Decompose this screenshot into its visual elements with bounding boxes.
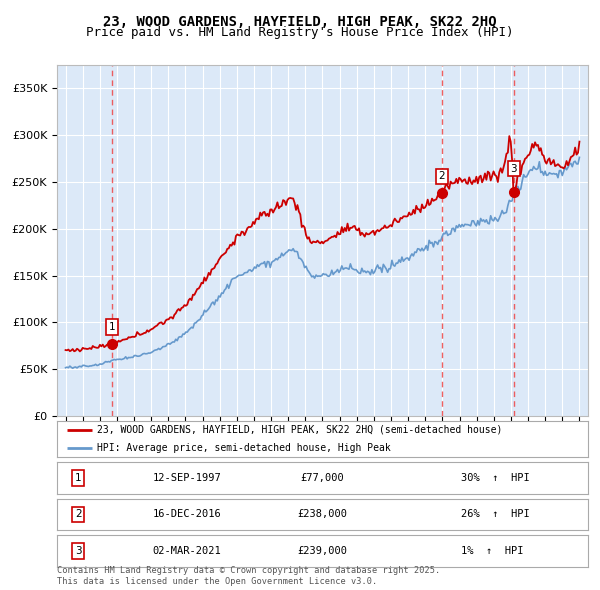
Text: 2: 2 — [439, 171, 445, 181]
Text: 3: 3 — [511, 164, 517, 174]
Text: 23, WOOD GARDENS, HAYFIELD, HIGH PEAK, SK22 2HQ: 23, WOOD GARDENS, HAYFIELD, HIGH PEAK, S… — [103, 15, 497, 29]
Text: 26%  ↑  HPI: 26% ↑ HPI — [461, 510, 529, 519]
Text: 3: 3 — [75, 546, 82, 556]
Text: 1%  ↑  HPI: 1% ↑ HPI — [461, 546, 523, 556]
Text: £238,000: £238,000 — [298, 510, 347, 519]
Text: £239,000: £239,000 — [298, 546, 347, 556]
Text: HPI: Average price, semi-detached house, High Peak: HPI: Average price, semi-detached house,… — [97, 443, 391, 453]
Text: Price paid vs. HM Land Registry's House Price Index (HPI): Price paid vs. HM Land Registry's House … — [86, 26, 514, 39]
Text: 1: 1 — [109, 322, 115, 332]
Text: 30%  ↑  HPI: 30% ↑ HPI — [461, 473, 529, 483]
Text: £77,000: £77,000 — [301, 473, 344, 483]
Text: 12-SEP-1997: 12-SEP-1997 — [152, 473, 221, 483]
Text: 02-MAR-2021: 02-MAR-2021 — [152, 546, 221, 556]
Text: 2: 2 — [75, 510, 82, 519]
Text: 23, WOOD GARDENS, HAYFIELD, HIGH PEAK, SK22 2HQ (semi-detached house): 23, WOOD GARDENS, HAYFIELD, HIGH PEAK, S… — [97, 425, 502, 435]
Text: Contains HM Land Registry data © Crown copyright and database right 2025.
This d: Contains HM Land Registry data © Crown c… — [57, 566, 440, 586]
Text: 1: 1 — [75, 473, 82, 483]
Text: 16-DEC-2016: 16-DEC-2016 — [152, 510, 221, 519]
